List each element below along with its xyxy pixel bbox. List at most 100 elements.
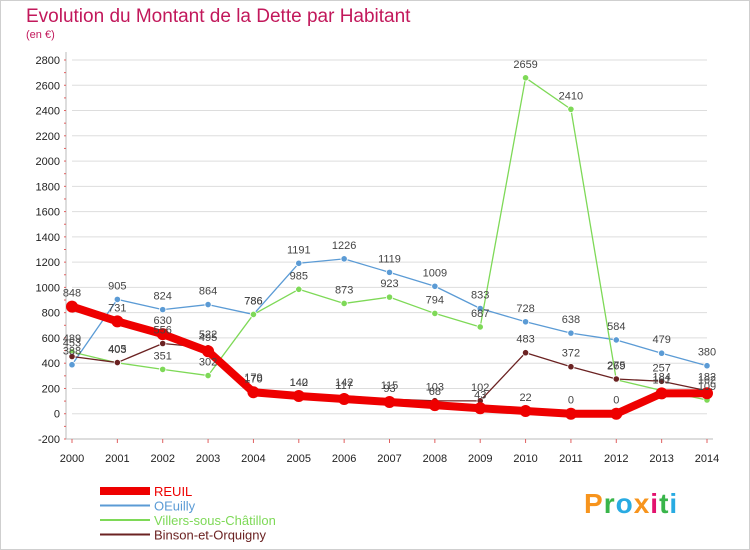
data-point <box>295 259 303 267</box>
data-label: 1191 <box>287 244 311 256</box>
y-tick-label: 0 <box>54 409 60 421</box>
series-2 <box>68 74 711 404</box>
data-label: 162 <box>698 374 716 386</box>
logo-letter: i <box>650 488 660 519</box>
data-point <box>66 300 78 313</box>
data-label: 731 <box>108 302 126 314</box>
x-tick-label: 2002 <box>150 453 174 465</box>
data-label: 269 <box>607 361 625 373</box>
data-label: 142 <box>290 377 308 389</box>
data-point <box>521 349 530 357</box>
logo-letter: x <box>633 488 651 519</box>
data-point <box>385 293 394 301</box>
data-label: 453 <box>63 338 81 350</box>
legend-label: REUIL <box>154 484 192 499</box>
x-tick-label: 2005 <box>287 453 311 465</box>
data-label: 22 <box>519 392 531 404</box>
data-point <box>521 74 530 82</box>
data-point <box>567 105 575 113</box>
y-tick-label: 200 <box>42 383 60 395</box>
data-label: 848 <box>63 288 81 300</box>
x-tick-label: 2012 <box>604 453 628 465</box>
data-label: 380 <box>698 347 716 359</box>
data-label: 161 <box>652 374 670 386</box>
data-label: 388 <box>63 346 81 358</box>
x-tick-label: 2006 <box>332 453 356 465</box>
data-point <box>292 390 305 403</box>
data-label: 630 <box>154 315 172 327</box>
data-label: 372 <box>562 348 580 360</box>
data-point <box>111 315 124 328</box>
x-tick-label: 2001 <box>105 453 129 465</box>
legend: REUILOEuillyVillers-sous-ChâtillonBinson… <box>100 484 276 543</box>
data-point <box>68 361 76 369</box>
data-label: 182 <box>698 372 716 384</box>
proxiti-logo: Proxiti <box>584 488 678 520</box>
data-label: 275 <box>607 360 625 372</box>
data-label: 638 <box>562 314 580 326</box>
data-point <box>428 399 441 412</box>
data-point <box>156 328 169 341</box>
data-label: 1226 <box>332 240 356 252</box>
data-labels: 848 731 630 495 170 140 117 93 68 43 22 0 0 161 162 388… <box>63 59 716 407</box>
data-point <box>340 299 348 308</box>
data-label: 1119 <box>378 253 401 265</box>
data-label: 2659 <box>513 59 537 71</box>
data-point <box>159 365 167 373</box>
logo-letter: i <box>669 488 679 519</box>
data-point <box>655 387 668 400</box>
data-label: 103 <box>426 382 444 394</box>
logo-letter: t <box>659 488 670 519</box>
x-tick-label: 2009 <box>468 453 492 465</box>
data-label: 479 <box>652 334 670 346</box>
data-point <box>113 358 121 367</box>
data-point <box>567 329 575 337</box>
data-point <box>68 352 76 361</box>
data-label: 495 <box>199 332 217 344</box>
y-tick-label: 600 <box>42 333 60 345</box>
data-point <box>340 255 348 263</box>
data-label: 483 <box>516 334 534 346</box>
data-point <box>612 336 620 344</box>
series-0 <box>66 300 713 420</box>
data-label: 905 <box>108 280 126 292</box>
axes: -200020040060080010001200140016001800200… <box>36 52 719 465</box>
data-point <box>159 339 167 348</box>
data-label: 824 <box>154 291 172 303</box>
logo-letter: o <box>615 488 634 519</box>
data-label: 522 <box>199 329 217 341</box>
data-label: 2410 <box>559 90 583 102</box>
data-label: 728 <box>516 303 534 315</box>
data-label: 833 <box>471 289 489 301</box>
data-point <box>658 349 666 357</box>
data-label: 170 <box>244 373 262 385</box>
data-label: 140 <box>290 377 308 389</box>
x-tick-label: 2007 <box>377 453 401 465</box>
data-label: 584 <box>607 321 625 333</box>
data-point <box>159 306 167 314</box>
data-label: 179 <box>244 372 262 384</box>
y-tick-label: 1200 <box>36 257 60 269</box>
data-label: 864 <box>199 286 217 298</box>
data-label: 403 <box>108 344 126 356</box>
data-label: 109 <box>698 381 716 393</box>
y-tick-label: 1400 <box>36 232 60 244</box>
data-label: 873 <box>335 284 353 296</box>
y-tick-label: -200 <box>38 434 60 446</box>
data-point <box>249 310 258 319</box>
data-point <box>701 387 713 400</box>
y-tick-label: 800 <box>42 308 60 320</box>
data-label: 117 <box>335 380 353 392</box>
data-point <box>564 407 577 420</box>
data-label: 405 <box>108 344 126 356</box>
data-point <box>338 392 351 405</box>
y-tick-label: 2800 <box>36 55 60 67</box>
legend-label: Villers-sous-Châtillon <box>154 513 276 528</box>
data-label: 794 <box>426 294 444 306</box>
data-point <box>612 375 620 383</box>
x-tick-label: 2003 <box>196 453 220 465</box>
data-label: 351 <box>154 350 172 362</box>
legend-label: OEuilly <box>154 499 196 514</box>
